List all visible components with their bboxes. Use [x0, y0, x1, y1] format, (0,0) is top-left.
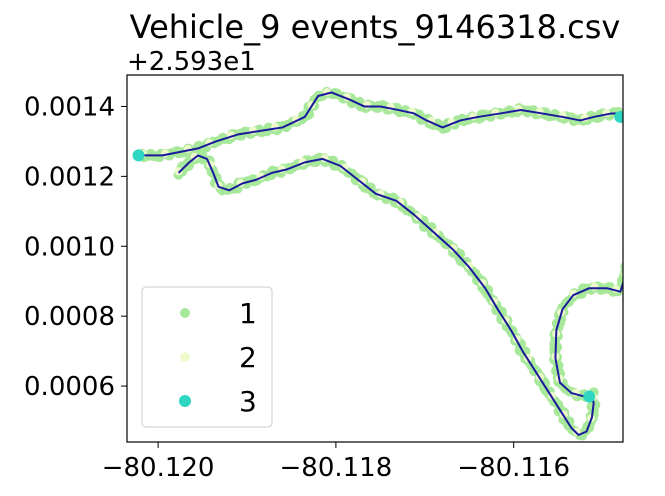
- scatter-point-series-1: [651, 175, 661, 185]
- scatter-point-series-1: [642, 191, 652, 201]
- y-tick-label: 0.0006: [24, 372, 115, 402]
- scatter-point-series-1: [642, 110, 652, 120]
- scatter-point-series-1: [656, 169, 665, 179]
- scatter-point-series-2: [363, 101, 371, 109]
- y-tick-label: 0.0012: [24, 162, 115, 192]
- scatter-point-series-1: [661, 105, 665, 115]
- scatter-point-series-1: [651, 108, 661, 118]
- scatter-point-series-2: [639, 206, 647, 214]
- legend: 1 2 3: [142, 287, 272, 427]
- scatter-point-series-3: [614, 111, 626, 123]
- legend-marker: [179, 395, 191, 407]
- y-tick-label: 0.0008: [24, 302, 115, 332]
- scatter-point-series-1: [661, 163, 665, 173]
- scatter-point-series-3: [583, 391, 595, 403]
- y-tick-label: 0.0010: [24, 232, 115, 262]
- scatter-point-series-1: [623, 107, 633, 117]
- scatter-point-series-1: [624, 243, 634, 253]
- scatter-point-series-1: [635, 219, 645, 229]
- scatter-point-series-1: [642, 195, 652, 205]
- scatter-point-series-1: [657, 165, 665, 175]
- scatter-point-series-1: [623, 264, 633, 274]
- scatter-point-series-1: [645, 181, 655, 191]
- scatter-point-series-1: [642, 193, 652, 203]
- scatter-point-series-1: [651, 179, 661, 189]
- scatter-point-series-1: [625, 250, 635, 260]
- scatter-point-series-1: [661, 103, 665, 113]
- scatter-point-series-1: [657, 172, 665, 182]
- scatter-point-series-1: [630, 231, 640, 241]
- scatter-point-series-1: [626, 109, 636, 119]
- scatter-point-series-2: [648, 107, 656, 115]
- scatter-point-series-1: [635, 207, 645, 217]
- legend-label: 2: [239, 341, 257, 374]
- scatter-point-series-1: [651, 106, 661, 116]
- scatter-point-series-3: [133, 149, 145, 161]
- scatter-point-series-1: [639, 203, 649, 213]
- legend-label: 3: [239, 385, 257, 418]
- legend-label: 1: [239, 297, 257, 330]
- x-tick-label: −80.118: [280, 453, 393, 483]
- x-tick-label: −80.120: [102, 453, 215, 483]
- scatter-point-series-1: [625, 255, 635, 265]
- axis-offset-label: +2.593e1: [127, 47, 256, 77]
- scatter-point-series-1: [640, 205, 650, 215]
- scatter-point-series-2: [659, 166, 665, 174]
- scatter-point-series-1: [637, 205, 647, 215]
- scatter-point-series-1: [629, 238, 639, 248]
- scatter-point-series-1: [659, 105, 665, 115]
- scatter-point-series-1: [632, 228, 642, 238]
- scatter-point-series-1: [643, 108, 653, 118]
- y-tick-label: 0.0014: [24, 92, 115, 122]
- scatter-point-series-2: [647, 184, 655, 192]
- scatter-point-series-1: [638, 199, 648, 209]
- scatter-point-series-1: [637, 215, 647, 225]
- scatter-point-series-1: [637, 211, 647, 221]
- scatter-point-series-1: [654, 172, 664, 182]
- scatter-point-series-1: [634, 223, 644, 233]
- scatter-point-series-1: [651, 172, 661, 182]
- chart-title: Vehicle_9 events_9146318.csv: [130, 8, 621, 46]
- scatter-point-series-1: [631, 227, 641, 237]
- scatter-point-series-1: [647, 183, 657, 193]
- scatter-point-series-1: [644, 193, 654, 203]
- legend-marker: [180, 352, 190, 362]
- scatter-point-series-1: [622, 250, 632, 260]
- scatter-point-series-1: [631, 110, 641, 120]
- scatter-point-series-2: [625, 108, 633, 116]
- scatter-point-series-1: [653, 107, 663, 117]
- scatter-point-series-1: [633, 216, 643, 226]
- scatter-point-series-1: [623, 251, 633, 261]
- scatter-point-series-2: [625, 248, 633, 256]
- scatter-point-series-2: [590, 283, 598, 291]
- scatter-point-series-1: [620, 262, 630, 272]
- scatter-point-series-1: [627, 235, 637, 245]
- scatter-point-series-1: [626, 239, 636, 249]
- scatter-point-series-1: [623, 260, 633, 270]
- scatter-point-series-1: [633, 107, 643, 117]
- scatter-point-series-1: [623, 107, 633, 117]
- scatter-point-series-2: [632, 227, 640, 235]
- scatter-point-series-1: [626, 247, 636, 257]
- scatter-point-series-1: [629, 239, 639, 249]
- scatter-point-series-1: [641, 110, 651, 120]
- scatter-point-series-1: [633, 109, 643, 119]
- scatter-point-series-1: [630, 227, 640, 237]
- legend-marker: [180, 308, 190, 318]
- scatter-point-series-1: [637, 107, 647, 117]
- scatter-point-series-1: [634, 216, 644, 226]
- scatter-point-series-1: [646, 186, 656, 196]
- scatter-point-series-1: [647, 181, 657, 191]
- scatter-point-series-1: [648, 106, 658, 116]
- x-tick-label: −80.116: [457, 453, 570, 483]
- axes: −80.120 −80.118 −80.116 0.0006 0.0008 0.0010 0…: [24, 75, 623, 483]
